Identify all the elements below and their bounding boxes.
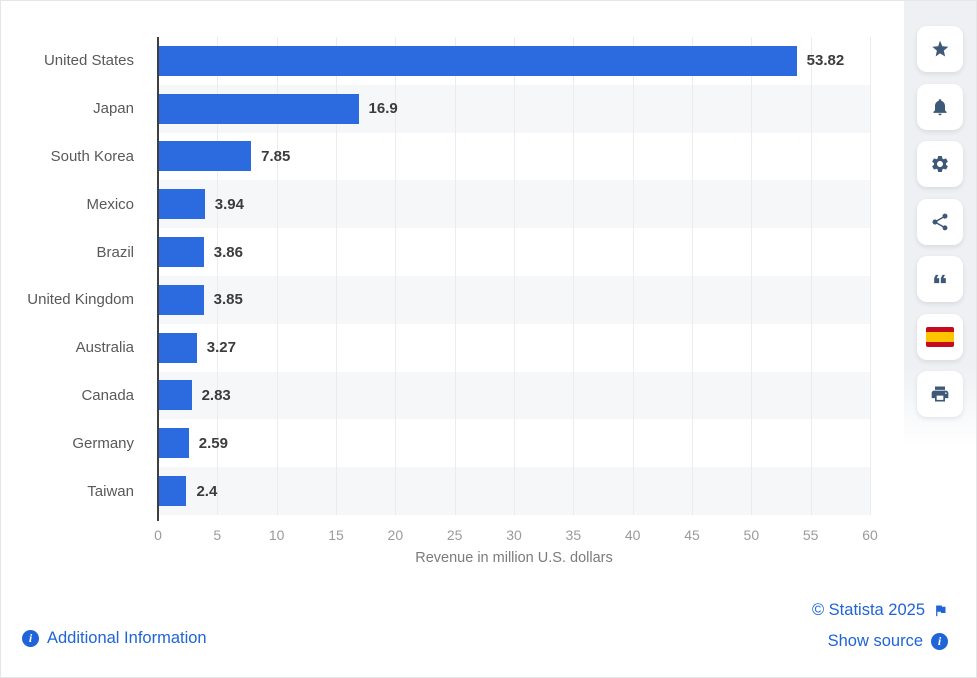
bar-brazil[interactable] (158, 237, 204, 268)
gridline (632, 37, 634, 515)
share-icon (930, 212, 950, 232)
report-flag-icon (933, 603, 948, 618)
gridline (454, 37, 456, 515)
x-tick-labels: 0 5 10 15 20 25 30 35 40 45 50 55 60 (154, 527, 878, 545)
category-label: Japan (93, 100, 134, 118)
category-label: United States (43, 52, 134, 70)
gridline (217, 37, 219, 515)
copyright-label: © Statista 2025 (811, 601, 925, 619)
plot-area: 53.82 16.9 7.85 3.94 3.86 3.85 3.27 2.83 2.59 2.4 (158, 37, 871, 515)
bar-mexico[interactable] (158, 189, 205, 220)
bar-row: 53.82 (158, 37, 870, 85)
bar-value-label: 3.86 (213, 243, 243, 261)
category-label: United Kingdom (27, 291, 134, 309)
gear-icon (930, 154, 950, 174)
bar-united-kingdom[interactable] (158, 284, 204, 315)
gear-button[interactable] (917, 141, 963, 187)
gridline (395, 37, 397, 515)
y-axis-line (157, 37, 159, 521)
star-button[interactable] (917, 26, 963, 72)
gridline (692, 37, 693, 515)
gridline (810, 37, 812, 515)
bar-value-label: 3.85 (213, 291, 243, 309)
bar-value-label: 2.83 (201, 386, 231, 404)
bar-value-label: 53.82 (806, 52, 845, 70)
bar-row: 2.83 (158, 372, 870, 420)
bar-row: 2.4 (158, 467, 870, 515)
info-icon (22, 630, 39, 647)
x-tick-label: 10 (268, 527, 285, 543)
bar-japan[interactable] (158, 93, 359, 124)
x-tick-label: 50 (743, 527, 760, 543)
printer-button[interactable] (917, 371, 963, 417)
action-toolbar (904, 1, 976, 446)
gridline (751, 37, 753, 515)
bar-taiwan[interactable] (158, 476, 187, 507)
bar-value-label: 7.85 (261, 147, 291, 165)
bar-value-label: 2.4 (196, 482, 218, 500)
x-tick-label: 5 (213, 527, 222, 543)
info-icon (931, 633, 948, 650)
category-label: Mexico (86, 195, 134, 213)
bar-canada[interactable] (158, 380, 192, 411)
gridline (276, 37, 278, 515)
category-label: Taiwan (87, 482, 134, 500)
x-tick-label: 35 (565, 527, 582, 543)
statista-copyright-link[interactable]: © Statista 2025 (812, 601, 948, 620)
quote-button[interactable] (917, 256, 963, 302)
bar-value-label: 16.9 (368, 100, 398, 118)
spain-flag-button[interactable] (917, 313, 963, 360)
bar-value-label: 3.94 (214, 195, 244, 213)
star-icon (930, 39, 950, 59)
bar-row: 3.27 (158, 324, 870, 372)
show-source-link[interactable]: Show source (828, 632, 948, 651)
x-tick-label: 15 (328, 527, 344, 543)
bar-row: 16.9 (158, 85, 870, 133)
bar-row: 3.85 (158, 276, 870, 324)
show-source-label: Show source (827, 632, 923, 650)
bell-button[interactable] (917, 83, 963, 130)
x-tick-label: 20 (387, 527, 404, 543)
gridline (870, 37, 871, 515)
x-tick-label: 60 (862, 527, 878, 543)
category-labels: United States Japan South Korea Mexico Brazi… (1, 37, 146, 515)
bar-value-label: 3.27 (206, 339, 236, 357)
bar-row: 3.86 (158, 228, 870, 276)
bar-row: 2.59 (158, 419, 870, 467)
spain-flag-icon (926, 326, 954, 347)
bar-united-states[interactable] (158, 45, 797, 76)
category-label: Canada (81, 386, 134, 404)
bar-row: 3.94 (158, 180, 870, 228)
x-axis-label: Revenue in million U.S. dollars (415, 550, 613, 566)
bar-row: 7.85 (158, 133, 870, 181)
share-button[interactable] (917, 198, 963, 245)
x-tick-label: 0 (154, 527, 162, 543)
category-label: Australia (75, 339, 134, 357)
bar-australia[interactable] (158, 332, 197, 363)
bar-germany[interactable] (158, 428, 189, 459)
bar-value-label: 2.59 (198, 434, 228, 452)
x-tick-label: 45 (684, 527, 700, 543)
additional-information-link[interactable]: Additional Information (22, 629, 207, 648)
gridline (573, 37, 575, 515)
x-tick-label: 30 (506, 527, 522, 543)
category-label: Germany (72, 434, 134, 452)
additional-information-label: Additional Information (47, 629, 207, 647)
x-tick-label: 55 (802, 527, 819, 543)
quote-icon (930, 269, 950, 289)
bell-icon (930, 97, 950, 117)
bar-south-korea[interactable] (158, 141, 252, 172)
printer-icon (930, 384, 950, 404)
category-label: South Korea (50, 147, 134, 165)
gridline (514, 37, 515, 515)
category-label: Brazil (96, 243, 134, 261)
x-tick-label: 40 (624, 527, 641, 543)
gridline (336, 37, 337, 515)
x-tick-label: 25 (446, 527, 463, 543)
